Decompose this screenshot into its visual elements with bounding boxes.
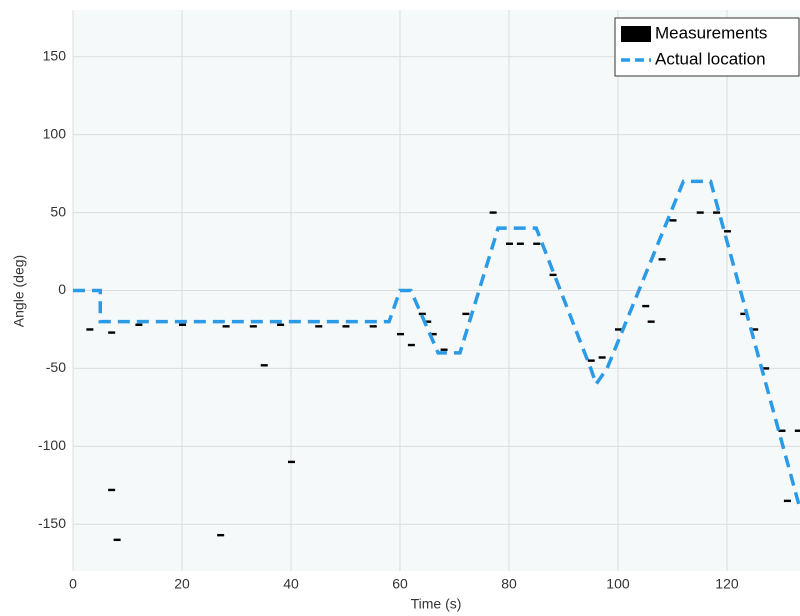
y-tick-label: 100	[43, 125, 67, 141]
y-tick-label: -150	[38, 515, 66, 531]
measurement	[277, 324, 284, 326]
measurement	[250, 325, 257, 327]
measurement	[550, 274, 557, 276]
measurement	[223, 325, 230, 327]
measurement	[441, 349, 448, 351]
y-axis-title: Angle (deg)	[11, 255, 27, 327]
measurement	[108, 489, 115, 491]
measurement	[506, 243, 513, 245]
y-tick-label: 50	[50, 203, 66, 219]
measurement	[86, 328, 93, 330]
measurement	[724, 230, 731, 232]
measurement	[370, 325, 377, 327]
measurement	[261, 364, 268, 366]
x-tick-label: 80	[501, 576, 517, 592]
measurement	[659, 258, 666, 260]
legend-label: Actual location	[655, 49, 766, 68]
measurement	[419, 313, 426, 315]
measurement	[397, 333, 404, 335]
measurement	[648, 320, 655, 322]
measurement	[533, 243, 540, 245]
measurement	[642, 305, 649, 307]
measurement	[288, 461, 295, 463]
measurement	[669, 219, 676, 221]
x-tick-label: 40	[283, 576, 299, 592]
measurement	[697, 211, 704, 213]
measurement	[713, 211, 720, 213]
legend-swatch	[621, 26, 651, 42]
measurement	[315, 325, 322, 327]
x-tick-label: 120	[715, 576, 739, 592]
measurement	[217, 534, 224, 536]
measurement	[490, 211, 497, 213]
measurement	[135, 324, 142, 326]
x-tick-label: 0	[69, 576, 77, 592]
measurement	[108, 331, 115, 333]
measurement	[114, 539, 121, 541]
measurement	[784, 500, 791, 502]
legend-label: Measurements	[655, 23, 767, 42]
y-tick-label: 0	[58, 281, 66, 297]
y-tick-label: 150	[43, 47, 67, 63]
measurement	[342, 325, 349, 327]
measurement	[517, 243, 524, 245]
x-tick-label: 20	[174, 576, 190, 592]
measurement	[408, 344, 415, 346]
measurement	[462, 313, 469, 315]
y-tick-label: -50	[46, 359, 66, 375]
measurement	[795, 430, 800, 432]
y-tick-label: -100	[38, 437, 66, 453]
chart: Time (s) Angle (deg) 0 20 40 60 80 100 120 -150…	[0, 0, 800, 616]
x-tick-label: 100	[606, 576, 630, 592]
measurement	[179, 324, 186, 326]
x-tick-label: 60	[392, 576, 408, 592]
measurement	[599, 356, 606, 358]
x-axis-title: Time (s)	[411, 596, 462, 612]
measurement	[588, 359, 595, 361]
